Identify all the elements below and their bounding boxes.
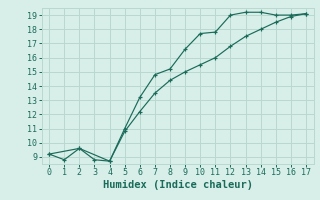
- X-axis label: Humidex (Indice chaleur): Humidex (Indice chaleur): [103, 180, 252, 190]
